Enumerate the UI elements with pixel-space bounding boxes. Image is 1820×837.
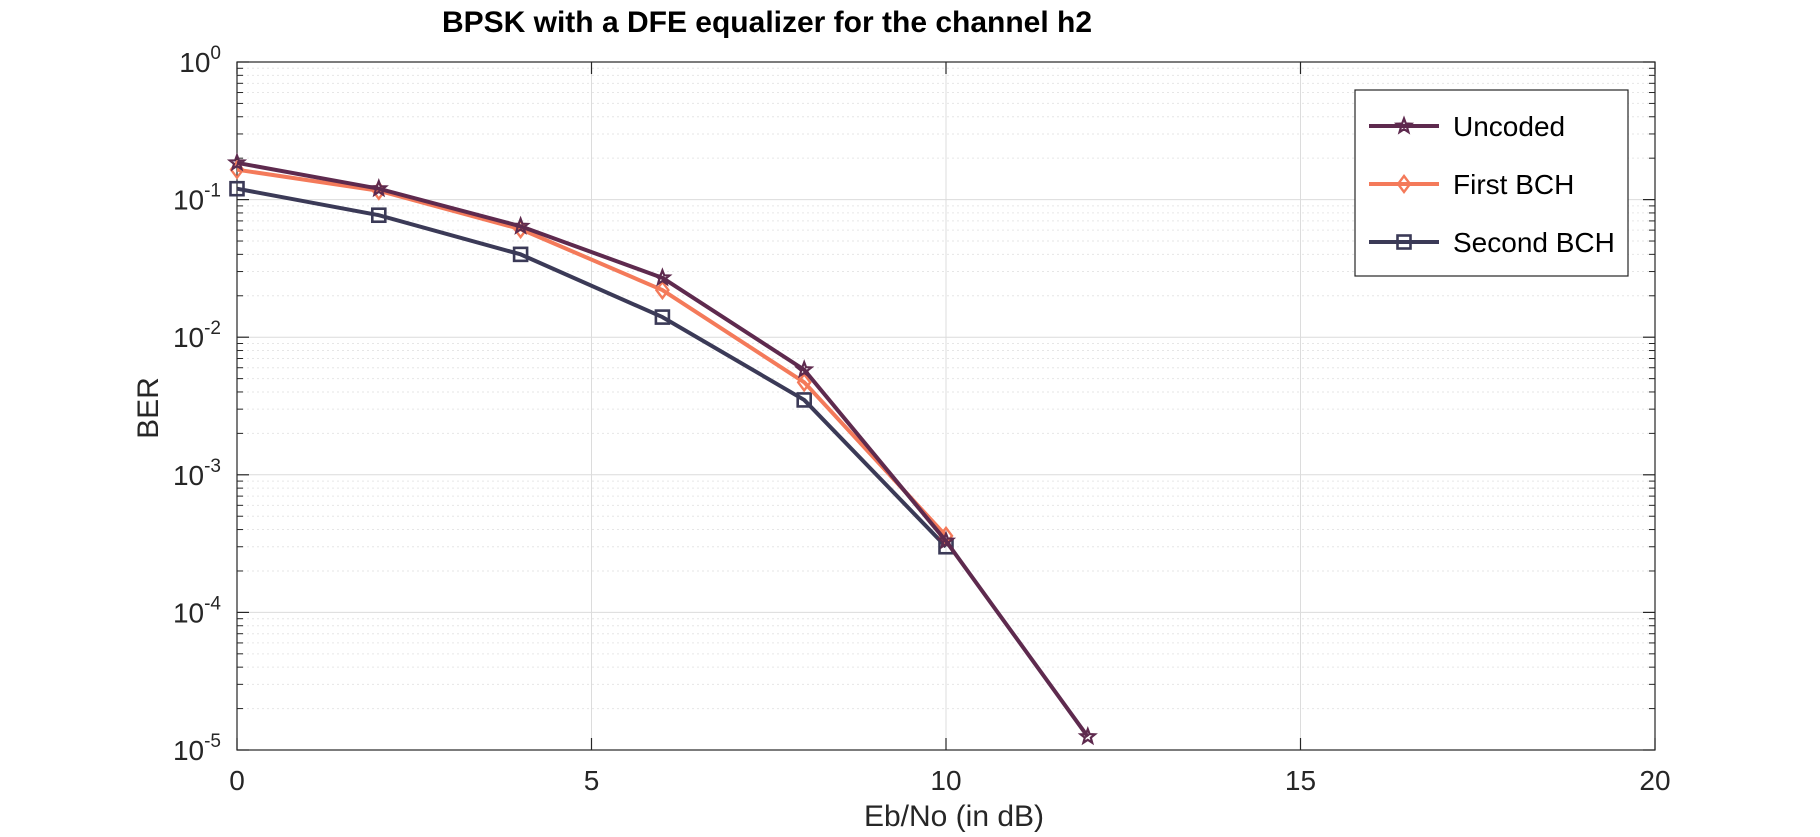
data-point [370, 207, 387, 224]
y-tick-label: 100 [179, 43, 221, 78]
data-point [796, 372, 812, 393]
data-point [654, 309, 671, 325]
data-point [229, 180, 245, 197]
data-point [935, 530, 957, 550]
data-point [510, 215, 531, 235]
legend-label: Second BCH [1453, 227, 1615, 258]
series-line [236, 167, 948, 538]
x-tick-label: 20 [1639, 765, 1670, 796]
data-point [368, 178, 389, 198]
series-second-bch [229, 180, 954, 555]
x-tick-label: 15 [1285, 765, 1316, 796]
legend-entry: Uncoded [1369, 111, 1565, 142]
x-tick-label: 0 [229, 765, 245, 796]
data-point [652, 267, 673, 287]
legend-entry: First BCH [1369, 169, 1574, 200]
series-uncoded [226, 152, 1098, 746]
series-line [236, 186, 948, 549]
legend: Uncoded First BCH Second BCH [1354, 89, 1629, 277]
data-point [512, 246, 529, 263]
x-tick-label: 5 [584, 765, 600, 796]
series-layer [226, 152, 1098, 746]
legend-label: Uncoded [1453, 111, 1565, 142]
legend-marker [1396, 234, 1412, 250]
x-tick-label: 10 [930, 765, 961, 796]
y-tick-label: 10-5 [173, 731, 221, 766]
axis-ticks: 100 10-1 10-2 10-3 10-4 10-5 0 5 10 15 20 [173, 43, 1671, 796]
y-tick-label: 10-3 [173, 456, 221, 491]
legend-label: First BCH [1453, 169, 1574, 200]
legend-marker [1396, 174, 1412, 194]
data-point [654, 280, 670, 301]
y-tick-label: 10-4 [173, 593, 221, 628]
x-axis-label: Eb/No (in dB) [864, 800, 1044, 833]
series-line [236, 160, 1090, 738]
chart-title: BPSK with a DFE equalizer for the channe… [442, 6, 1092, 39]
data-point [226, 152, 248, 172]
data-point [1077, 726, 1098, 746]
legend-marker [1393, 115, 1415, 135]
y-axis-label: BER [132, 377, 165, 439]
legend-entry: Second BCH [1369, 227, 1615, 258]
y-tick-label: 10-2 [173, 318, 221, 353]
data-point [796, 392, 813, 408]
data-point [794, 359, 815, 379]
y-tick-label: 10-1 [173, 181, 221, 216]
